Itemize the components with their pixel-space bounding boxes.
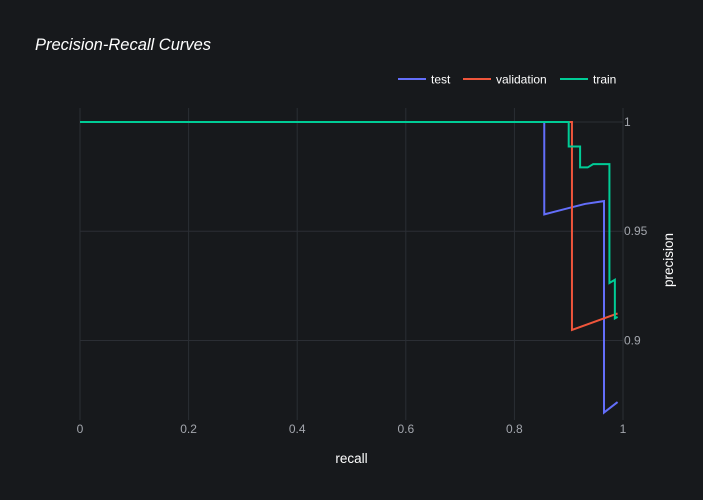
legend-label: validation — [496, 73, 547, 87]
legend-label: test — [431, 73, 451, 87]
y-tick-label: 0.95 — [624, 224, 648, 238]
y-axis-title: precision — [661, 233, 676, 287]
y-tick-label: 0.9 — [624, 333, 641, 347]
x-tick-label: 0 — [77, 422, 84, 436]
chart-title: Precision-Recall Curves — [35, 36, 211, 54]
x-tick-label: 1 — [620, 422, 627, 436]
x-tick-label: 0.6 — [397, 422, 414, 436]
x-tick-label: 0.4 — [289, 422, 306, 436]
x-tick-label: 0.8 — [506, 422, 523, 436]
x-axis-title: recall — [335, 451, 367, 466]
legend-label: train — [593, 73, 616, 87]
x-tick-label: 0.2 — [180, 422, 197, 436]
y-tick-label: 1 — [624, 115, 631, 129]
